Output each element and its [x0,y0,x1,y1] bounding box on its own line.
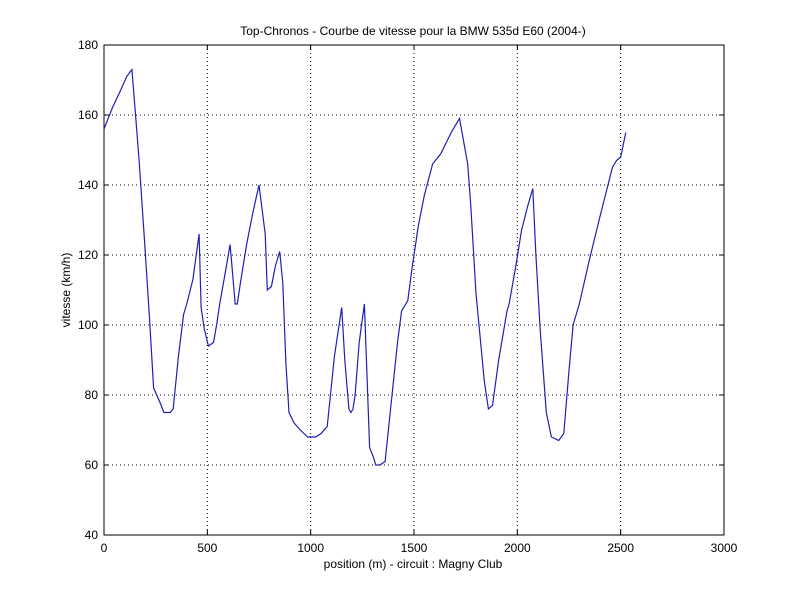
x-axis-label: position (m) - circuit : Magny Club [324,557,503,571]
y-tick-label: 40 [85,528,99,542]
grid [104,45,724,535]
y-ticks: 40 60 80 100 120 140 160 180 [78,38,724,542]
y-tick-label: 140 [78,178,98,192]
x-tick-label: 2500 [607,541,634,555]
x-tick-label: 500 [197,541,217,555]
speed-line [103,67,627,466]
x-tick-label: 1000 [297,541,324,555]
x-tick-label: 2000 [504,541,531,555]
y-axis-label: vitesse (km/h) [59,253,73,328]
x-tick-label: 3000 [711,541,738,555]
x-tick-label: 1500 [401,541,428,555]
y-tick-label: 180 [78,38,98,52]
chart-title: Top-Chronos - Courbe de vitesse pour la … [240,24,586,38]
x-tick-label: 0 [101,541,108,555]
y-tick-label: 60 [85,458,99,472]
x-ticks: 0 500 1000 1500 2000 2500 3000 [101,45,738,555]
y-tick-label: 80 [85,388,99,402]
y-tick-label: 120 [78,248,98,262]
y-tick-label: 160 [78,108,98,122]
y-tick-label: 100 [78,318,98,332]
